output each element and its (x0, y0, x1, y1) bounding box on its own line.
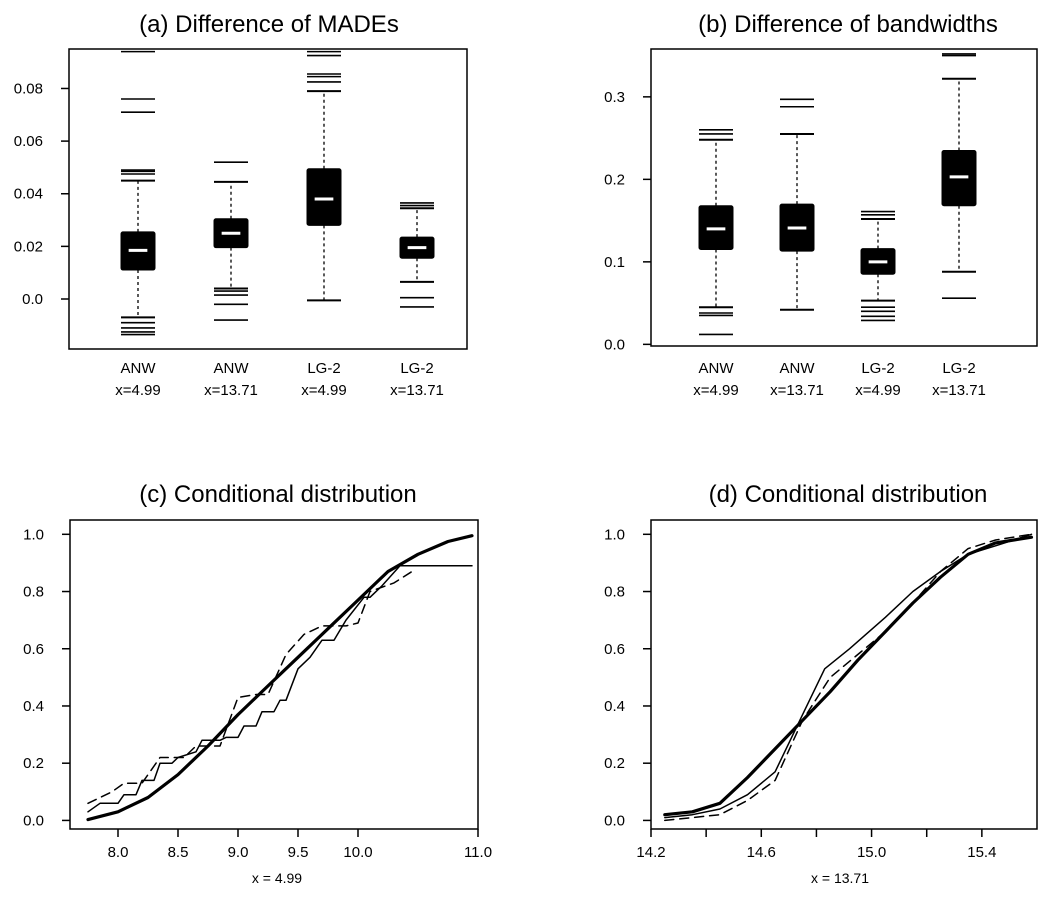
y-tick-label: 0.8 (23, 584, 44, 601)
x-tick-label: 10.0 (343, 844, 372, 861)
panel-a-boxes (120, 50, 435, 336)
y-tick-label: 0.0 (604, 336, 625, 353)
panel-c: (c) Conditional distribution 0.00.20.40.… (23, 481, 492, 886)
panel-a: (a) Difference of MADEs 0.00.020.040.060… (14, 11, 468, 399)
panel-b-frame (650, 48, 1038, 347)
y-tick-label: 0.4 (604, 698, 625, 715)
panel-d-lines (663, 533, 1034, 822)
x-tick-label: 8.5 (168, 844, 189, 861)
series-line-thin (664, 533, 1033, 819)
panel-c-x-label: x = 4.99 (252, 870, 302, 886)
panel-b-y-axis: 0.0 0.1 0.2 0.3 (604, 89, 651, 353)
y-tick-label: 1.0 (23, 526, 44, 543)
panel-b: (b) Difference of bandwidths 0.00.10.20.… (604, 11, 1038, 399)
panel-a-y-axis: 0.0 0.02 0.04 0.06 0.08 (14, 80, 69, 308)
y-tick-label: 0.2 (23, 755, 44, 772)
x-tick-label: 15.0 (857, 844, 886, 861)
y-tick-label: 0.0 (604, 812, 625, 829)
x-tick-label: 9.0 (228, 844, 249, 861)
x-tick-label: 14.2 (636, 844, 665, 861)
x-tick-label: 14.6 (747, 844, 776, 861)
panel-b-boxes (698, 53, 977, 336)
category-label-line2: x=4.99 (855, 382, 900, 399)
y-tick-label: 0.08 (14, 80, 43, 97)
category-label-line1: ANW (699, 360, 735, 377)
x-tick-label: 8.0 (108, 844, 129, 861)
y-tick-label: 0.0 (23, 812, 44, 829)
y-tick-label: 0.2 (604, 755, 625, 772)
y-tick-label: 0.2 (604, 171, 625, 188)
category-label-line1: LG-2 (861, 360, 894, 377)
y-tick-label: 0.3 (604, 89, 625, 106)
y-tick-label: 0.04 (14, 186, 43, 203)
y-tick-label: 0.06 (14, 133, 43, 150)
y-tick-label: 1.0 (604, 526, 625, 543)
panel-a-categories: ANW x=4.99 ANW x=13.71 LG-2 x=4.99 LG-2 x=13.71 (115, 360, 444, 399)
x-tick-label: 15.4 (967, 844, 996, 861)
category-label-line1: ANW (214, 360, 250, 377)
y-tick-label: 0.4 (23, 698, 44, 715)
panel-b-title: (b) Difference of bandwidths (698, 11, 998, 38)
box-iqr (306, 168, 342, 226)
panel-d-x-label: x = 13.71 (811, 870, 869, 886)
series-line-thick (86, 534, 474, 822)
x-tick-label: 11.0 (464, 844, 492, 861)
panel-d-axes: 0.0 0.2 0.4 0.6 0.8 1.0 14.2 14.6 15.0 15.4 (604, 526, 996, 861)
y-tick-label: 0.8 (604, 584, 625, 601)
y-tick-label: 0.1 (604, 254, 625, 271)
category-label-line1: ANW (121, 360, 157, 377)
panel-b-categories: ANW x=4.99 ANW x=13.71 LG-2 x=4.99 LG-2 x=13.71 (693, 360, 986, 399)
y-tick-label: 0.6 (604, 641, 625, 658)
panel-c-title: (c) Conditional distribution (139, 481, 416, 508)
panel-c-lines (86, 534, 474, 822)
category-label-line2: x=13.71 (932, 382, 986, 399)
category-label-line2: x=4.99 (301, 382, 346, 399)
category-label-line2: x=13.71 (390, 382, 444, 399)
category-label-line2: x=4.99 (115, 382, 160, 399)
y-tick-label: 0.0 (22, 291, 43, 308)
category-label-line2: x=4.99 (693, 382, 738, 399)
category-label-line2: x=13.71 (770, 382, 824, 399)
series-line-dashed (664, 533, 1033, 822)
category-label-line2: x=13.71 (204, 382, 258, 399)
category-label-line1: LG-2 (400, 360, 433, 377)
panel-d: (d) Conditional distribution 0.00.20.40.… (604, 481, 1038, 886)
x-tick-label: 9.5 (288, 844, 309, 861)
panel-a-title: (a) Difference of MADEs (139, 11, 399, 38)
panel-c-frame (69, 519, 479, 830)
category-label-line1: LG-2 (307, 360, 340, 377)
y-tick-label: 0.02 (14, 238, 43, 255)
category-label-line1: ANW (780, 360, 816, 377)
category-label-line1: LG-2 (942, 360, 975, 377)
series-line-dashed (87, 570, 413, 805)
panel-c-axes: 0.0 0.2 0.4 0.6 0.8 1.0 8.0 8.5 9.0 9.5 10.0 11.0 (23, 526, 492, 861)
panel-d-frame (650, 519, 1038, 830)
series-line-thick (663, 535, 1034, 817)
y-tick-label: 0.6 (23, 641, 44, 658)
panel-a-frame (68, 48, 468, 350)
panel-d-title: (d) Conditional distribution (709, 481, 988, 508)
